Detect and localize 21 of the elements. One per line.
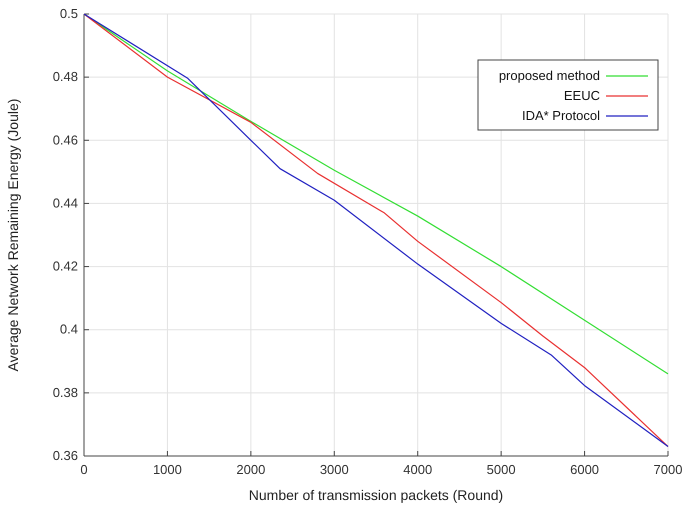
y-tick-label: 0.36 (52, 448, 78, 463)
x-tick-label: 4000 (403, 462, 432, 477)
x-axis-title: Number of transmission packets (Round) (248, 487, 504, 503)
x-tick-label: 2000 (236, 462, 266, 477)
x-tick-label: 3000 (320, 462, 349, 477)
x-tick-label: 6000 (570, 462, 600, 477)
x-tick-label: 1000 (152, 462, 182, 477)
y-tick-label: 0.44 (52, 195, 78, 210)
legend-label: IDA* Protocol (522, 108, 600, 123)
y-tick-label: 0.48 (52, 69, 78, 84)
legend-label: EEUC (564, 88, 600, 103)
y-tick-label: 0.42 (52, 258, 78, 274)
y-axis-title: Average Network Remaining Energy (Joule) (5, 98, 21, 372)
y-tick-label: 0.4 (60, 322, 78, 337)
y-tick-label: 0.46 (52, 132, 78, 148)
x-tick-label: 7000 (654, 462, 682, 477)
x-tick-label: 0 (80, 462, 88, 477)
y-tick-label: 0.38 (52, 384, 78, 400)
y-tick-label: 0.5 (60, 6, 78, 21)
legend-label: proposed method (498, 68, 600, 83)
x-tick-label: 5000 (486, 462, 516, 477)
